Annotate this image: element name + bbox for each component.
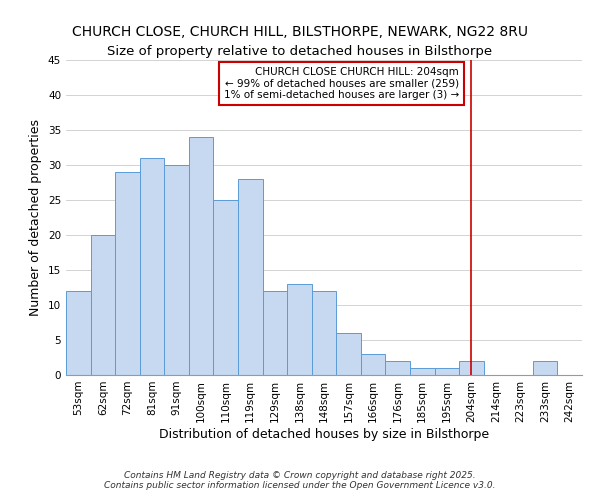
Bar	[263, 291, 287, 375]
Bar	[533, 361, 557, 375]
Y-axis label: Number of detached properties: Number of detached properties	[29, 119, 43, 316]
Text: CHURCH CLOSE, CHURCH HILL, BILSTHORPE, NEWARK, NG22 8RU: CHURCH CLOSE, CHURCH HILL, BILSTHORPE, N…	[72, 25, 528, 39]
Bar	[91, 235, 115, 375]
Bar	[287, 284, 312, 375]
Bar	[336, 333, 361, 375]
Bar	[361, 354, 385, 375]
Bar	[434, 368, 459, 375]
Bar	[164, 165, 189, 375]
Bar	[238, 179, 263, 375]
Bar	[312, 291, 336, 375]
X-axis label: Distribution of detached houses by size in Bilsthorpe: Distribution of detached houses by size …	[159, 428, 489, 440]
Text: Contains HM Land Registry data © Crown copyright and database right 2025.
Contai: Contains HM Land Registry data © Crown c…	[104, 470, 496, 490]
Bar	[189, 137, 214, 375]
Bar	[66, 291, 91, 375]
Bar	[115, 172, 140, 375]
Text: Size of property relative to detached houses in Bilsthorpe: Size of property relative to detached ho…	[107, 45, 493, 58]
Bar	[385, 361, 410, 375]
Text: CHURCH CLOSE CHURCH HILL: 204sqm
← 99% of detached houses are smaller (259)
1% o: CHURCH CLOSE CHURCH HILL: 204sqm ← 99% o…	[224, 67, 459, 100]
Bar	[140, 158, 164, 375]
Bar	[410, 368, 434, 375]
Bar	[214, 200, 238, 375]
Bar	[459, 361, 484, 375]
